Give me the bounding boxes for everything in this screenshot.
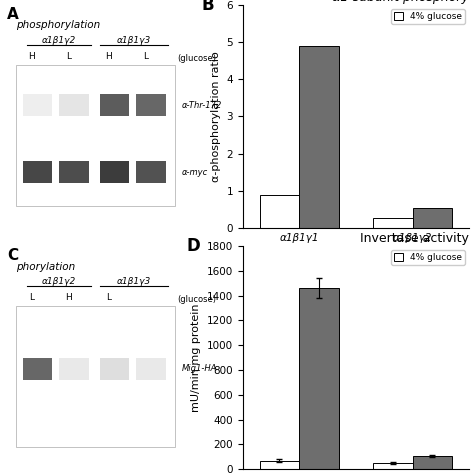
Y-axis label: α-phosphorylation ratio: α-phosphorylation ratio (211, 51, 221, 182)
Bar (23, 94, 52, 117)
Text: L: L (143, 52, 148, 61)
Text: (glucose): (glucose) (177, 54, 216, 63)
Text: phorylation: phorylation (16, 262, 75, 272)
Text: B: B (202, 0, 215, 14)
Y-axis label: mU/min mg protein: mU/min mg protein (191, 303, 201, 412)
Text: α-myc: α-myc (182, 168, 208, 177)
Bar (136, 161, 165, 183)
Bar (59, 161, 89, 183)
Bar (100, 357, 129, 380)
Bar (136, 357, 165, 380)
Bar (299, 288, 339, 469)
Text: α1β1γ2: α1β1γ2 (42, 36, 76, 45)
Text: H: H (28, 52, 35, 61)
Text: α1-subunit phosphory: α1-subunit phosphory (332, 0, 469, 4)
Bar (260, 461, 299, 469)
Bar (59, 357, 89, 380)
Bar (23, 357, 52, 380)
Text: α1β1γ2: α1β1γ2 (42, 277, 76, 286)
Text: α1β1γ3: α1β1γ3 (117, 36, 151, 45)
Text: phosphorylation: phosphorylation (16, 20, 100, 30)
Legend: 4% glucose: 4% glucose (391, 250, 465, 265)
Text: (glucose): (glucose) (177, 295, 216, 304)
Text: α1β1γ3: α1β1γ3 (117, 277, 151, 286)
Bar (16, 65, 175, 206)
Bar (299, 46, 339, 228)
Bar (16, 306, 175, 447)
Bar (373, 463, 412, 469)
Text: L: L (107, 293, 111, 302)
Legend: 4% glucose: 4% glucose (391, 9, 465, 24)
Bar (373, 218, 412, 228)
Text: Invertase activity: Invertase activity (360, 232, 469, 245)
Text: L: L (29, 293, 35, 302)
Bar (260, 194, 299, 228)
Bar (23, 161, 52, 183)
Bar (59, 94, 89, 117)
Text: α-Thr-172: α-Thr-172 (182, 101, 222, 110)
Bar (100, 161, 129, 183)
Bar (412, 208, 452, 228)
Text: D: D (186, 237, 200, 255)
Text: H: H (65, 293, 72, 302)
Bar (136, 94, 165, 117)
Bar (412, 456, 452, 469)
Text: Mig1-HA: Mig1-HA (182, 364, 217, 373)
Bar (100, 94, 129, 117)
Text: L: L (66, 52, 71, 61)
Text: H: H (106, 52, 112, 61)
Text: A: A (7, 7, 19, 22)
Text: C: C (7, 248, 18, 263)
